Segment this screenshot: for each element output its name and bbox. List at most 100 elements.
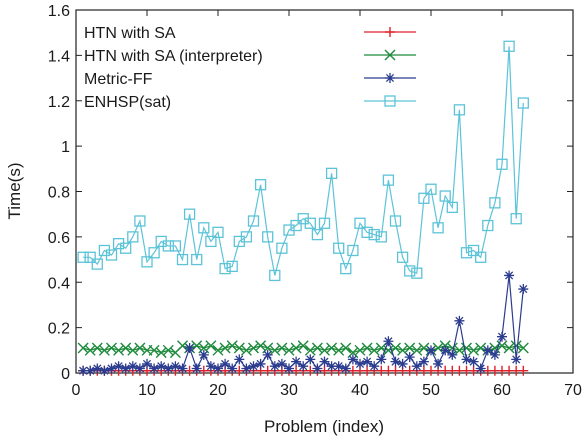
data-point — [84, 251, 96, 263]
data-point — [319, 356, 330, 367]
data-point — [142, 358, 152, 369]
data-point — [369, 361, 380, 372]
data-point — [433, 358, 444, 369]
data-point — [184, 343, 195, 354]
data-point — [503, 40, 515, 52]
data-point — [362, 356, 373, 367]
data-point — [284, 363, 294, 374]
data-point — [319, 344, 330, 356]
data-point — [276, 242, 288, 254]
x-tick-label: 60 — [493, 382, 511, 399]
data-point — [276, 358, 287, 369]
series-line — [83, 46, 524, 276]
data-point — [255, 358, 266, 369]
data-point — [432, 342, 444, 354]
data-point — [234, 354, 245, 365]
axis-ticks: 0 10 20 30 40 50 60 70 0 0.2 0.4 0.6 0.8 1 1.2 1.4 1.6 — [48, 3, 582, 399]
data-point — [113, 361, 124, 372]
data-point — [439, 190, 451, 202]
data-point — [340, 342, 352, 354]
data-point — [120, 242, 132, 254]
data-point — [347, 244, 359, 257]
y-tick-label: 1 — [61, 139, 70, 156]
data-point — [404, 265, 416, 277]
data-point — [106, 342, 117, 354]
data-point — [219, 342, 231, 354]
legend-marker — [384, 95, 396, 107]
data-point — [460, 247, 473, 259]
data-point — [517, 97, 529, 109]
legend-marker — [385, 27, 395, 37]
data-point — [105, 249, 118, 261]
data-point — [411, 344, 423, 356]
x-tick-label: 20 — [209, 382, 227, 399]
data-point — [489, 349, 500, 360]
data-point — [311, 342, 323, 354]
data-point — [475, 363, 486, 374]
data-point — [92, 363, 103, 374]
x-tick-label: 30 — [280, 382, 298, 399]
data-point — [248, 342, 259, 354]
data-point — [254, 179, 267, 191]
data-point — [496, 158, 508, 170]
data-point — [99, 365, 110, 376]
data-point — [148, 247, 160, 259]
x-axis-title: Problem (index) — [264, 417, 384, 436]
data-point — [383, 336, 394, 347]
data-point — [426, 345, 436, 356]
data-point — [120, 342, 132, 354]
data-point — [390, 356, 401, 367]
data-point — [213, 363, 223, 374]
data-point — [127, 231, 139, 243]
data-point — [311, 228, 324, 241]
data-point — [169, 240, 182, 252]
data-point — [468, 344, 480, 356]
legend: HTN with SA HTN with SA (interpreter) Metr… — [84, 25, 416, 111]
x-tick-label: 10 — [138, 382, 156, 399]
data-point — [205, 235, 217, 248]
data-point — [141, 256, 153, 268]
data-point — [361, 342, 373, 354]
data-point — [276, 342, 288, 354]
data-point — [198, 349, 209, 360]
data-point — [340, 262, 352, 275]
data-point — [233, 342, 245, 354]
data-point — [304, 217, 316, 229]
data-point — [120, 363, 131, 374]
data-point — [454, 315, 465, 326]
data-point — [482, 219, 494, 232]
data-point — [376, 354, 387, 365]
data-point — [290, 342, 302, 354]
data-point — [518, 284, 529, 295]
data-point — [219, 262, 231, 275]
data-point — [198, 222, 210, 234]
data-point — [333, 361, 344, 372]
data-point — [453, 104, 466, 116]
data-point — [304, 344, 316, 356]
data-point — [418, 192, 430, 204]
data-point — [312, 363, 323, 374]
series-3 — [78, 270, 529, 376]
legend-marker — [384, 49, 396, 61]
legend-label: HTN with SA — [84, 25, 176, 42]
data-point — [106, 363, 117, 374]
data-point — [283, 344, 295, 356]
y-axis-title: Time(s) — [5, 163, 24, 220]
y-tick-label: 1.4 — [48, 48, 70, 65]
data-point — [240, 231, 253, 243]
data-point — [382, 344, 394, 356]
data-point — [177, 363, 188, 374]
data-point — [496, 340, 508, 352]
data-point — [156, 361, 167, 372]
data-point — [333, 242, 345, 254]
data-point — [504, 270, 515, 281]
data-point — [368, 228, 380, 241]
data-point — [226, 260, 238, 273]
data-point — [163, 363, 174, 374]
y-tick-label: 0 — [61, 366, 70, 383]
data-point — [355, 358, 365, 369]
data-point — [517, 342, 529, 354]
data-point — [396, 251, 409, 263]
plot-area — [75, 9, 574, 374]
data-point — [446, 201, 458, 214]
